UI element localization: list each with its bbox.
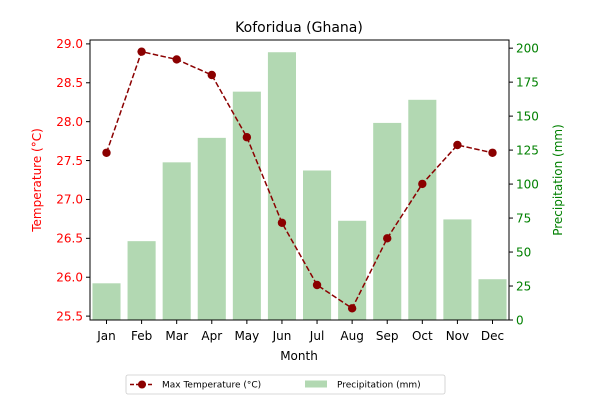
right-axis-tick-label: 0: [516, 313, 524, 327]
right-axis-tick-label: 200: [516, 41, 539, 55]
temperature-point: [207, 70, 216, 80]
right-axis-tick-label: 75: [516, 211, 531, 225]
right-axis-tick-label: 125: [516, 143, 539, 157]
left-axis-tick-label: 28.5: [56, 76, 83, 90]
precipitation-bar: [338, 220, 367, 320]
chart-title: Koforidua (Ghana): [235, 20, 363, 36]
precipitation-bar: [92, 283, 121, 320]
precipitation-bar: [127, 241, 156, 320]
x-axis-tick-label: Jan: [96, 329, 116, 343]
x-axis-tick-label: May: [234, 329, 259, 343]
precipitation-bar: [478, 279, 507, 320]
x-axis: Jan Feb Mar Apr May Jun Jul Aug Sep Oct Nov Dec: [96, 320, 504, 343]
x-axis-tick-label: Jul: [309, 329, 324, 343]
temperature-line: [102, 47, 497, 313]
x-axis-tick-label: Oct: [412, 329, 433, 343]
left-axis-tick-label: 25.5: [56, 309, 83, 323]
right-axis-tick-label: 150: [516, 109, 539, 123]
legend-temperature-label: Max Temperature (°C): [162, 381, 261, 391]
left-axis: 25.5 26.0 26.5 27.0 27.5 28.0 28.5 29.0: [56, 37, 90, 323]
temperature-point: [242, 133, 252, 142]
legend-temperature-marker: [138, 380, 146, 389]
left-axis-label: Temperature (°C): [30, 128, 44, 233]
left-axis-tick-label: 26.0: [56, 271, 83, 285]
left-axis-tick-label: 27.0: [56, 193, 83, 207]
left-axis-tick-label: 29.0: [56, 37, 83, 51]
left-axis-tick-label: 27.5: [56, 154, 83, 168]
precipitation-bar: [408, 99, 437, 321]
x-axis-label: Month: [280, 349, 318, 363]
x-axis-tick-label: Apr: [201, 329, 222, 343]
precipitation-bar: [267, 52, 296, 321]
right-axis-tick-label: 100: [516, 177, 539, 191]
right-axis-tick-label: 50: [516, 245, 531, 259]
legend: Max Temperature (°C) Precipitation (mm): [125, 374, 446, 395]
temperature-point: [137, 47, 146, 56]
right-axis: 0 25 50 75 100 125 150 175 200: [509, 41, 539, 327]
right-axis-tick-label: 175: [516, 75, 539, 89]
x-axis-tick-label: Feb: [131, 329, 152, 343]
precipitation-bar: [373, 122, 402, 320]
precipitation-bar: [162, 162, 191, 320]
legend-precipitation-swatch: [305, 380, 327, 388]
temperature-point: [383, 234, 392, 243]
x-axis-tick-label: Dec: [481, 329, 504, 343]
legend-precipitation-label: Precipitation (mm): [337, 381, 421, 391]
temperature-point: [488, 148, 497, 157]
x-axis-tick-label: Nov: [446, 329, 469, 343]
temperature-point: [102, 148, 111, 157]
left-axis-tick-label: 28.0: [56, 115, 83, 129]
precipitation-bar: [443, 219, 472, 320]
plot-area-frame: [89, 39, 510, 321]
temperature-point: [347, 304, 357, 313]
temperature-series-line: [105, 50, 493, 310]
right-axis-label: Precipitation (mm): [551, 124, 565, 236]
temperature-point: [277, 218, 287, 227]
x-axis-tick-label: Mar: [165, 329, 188, 343]
x-axis-tick-label: Jun: [272, 329, 292, 343]
temperature-point: [453, 140, 462, 150]
precipitation-bar: [197, 137, 226, 320]
precipitation-bar: [232, 91, 261, 320]
temperature-point: [172, 55, 181, 64]
legend-frame: [125, 374, 446, 395]
right-axis-tick-label: 25: [516, 279, 531, 293]
left-axis-tick-label: 26.5: [56, 232, 83, 246]
temperature-point: [418, 179, 427, 189]
temperature-point: [312, 280, 322, 290]
precipitation-bars: [92, 52, 507, 321]
x-axis-tick-label: Sep: [376, 329, 399, 343]
precipitation-bar: [303, 170, 332, 320]
x-axis-tick-label: Aug: [340, 329, 363, 343]
